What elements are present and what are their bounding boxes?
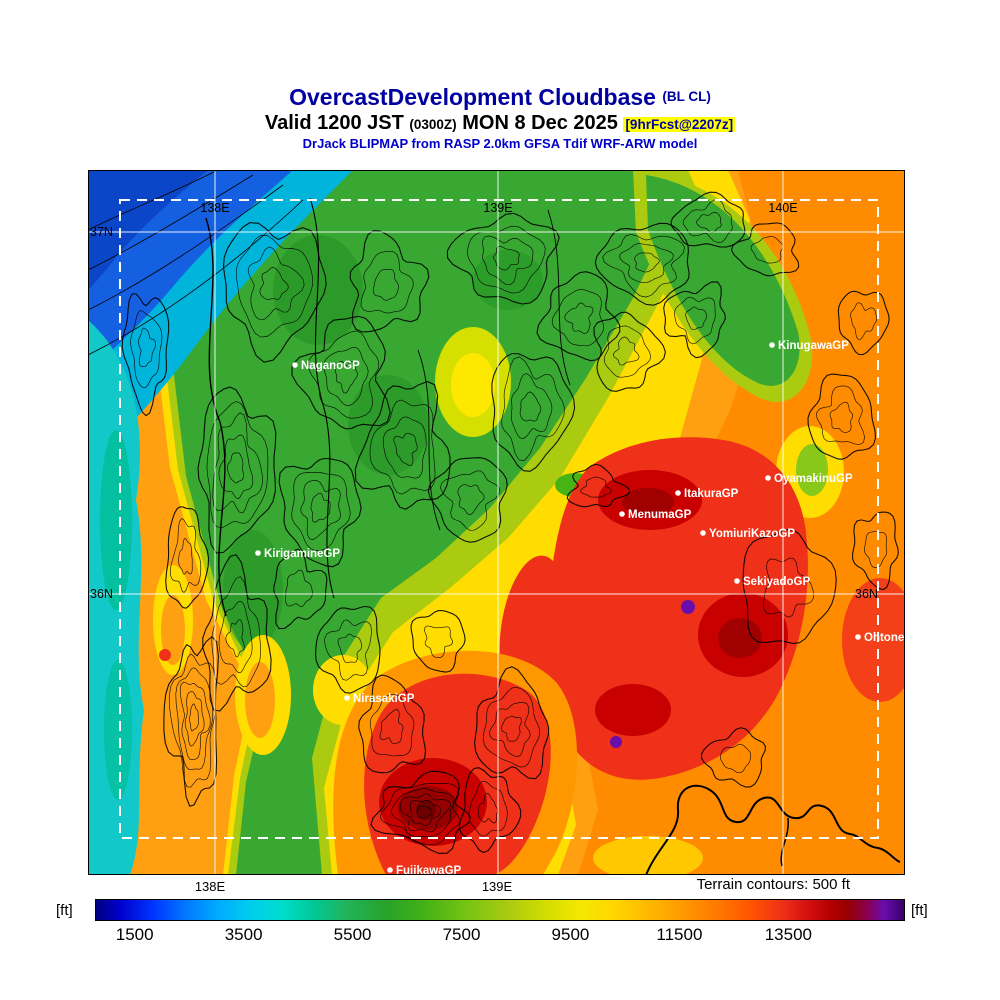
site-marker-dot [619,511,625,517]
site-label: NirasakiGP [353,693,415,705]
site-marker-dot [855,634,861,640]
unit-label-right: [ft] [911,902,928,919]
site-marker-dot [769,342,775,348]
forecast-tag: [9hrFcst@2207z] [623,117,736,133]
site-label: ItakuraGP [684,488,739,500]
colorbar-tick: 9500 [551,925,590,944]
lon-label: 138E [200,201,229,215]
site-marker-dot [675,490,681,496]
site-marker-dot [387,867,393,873]
lat-label: 37N [90,225,113,239]
site-marker-dot [255,550,261,556]
lat-label: 36N [90,587,113,601]
site-label: KinugawaGP [778,340,849,352]
site-label: KirigamineGP [264,548,340,560]
title-suffix: (BL CL) [662,89,711,104]
site-marker-dot [734,578,740,584]
site-label: NaganoGP [301,360,360,372]
valid-zulu: (0300Z) [409,117,457,133]
cloudbase-field [88,170,905,875]
colorbar-tick: 7500 [442,925,481,944]
colorbar-tick: 3500 [224,925,263,944]
site-label: OhtoneGP [864,632,905,644]
colorbar-gradient [96,900,904,920]
latlon-grid: 138E 139E 140E 37N 36N 36N [88,170,905,875]
site-label: MenumaGP [628,509,692,521]
site-label: YomiuriKazoGP [709,528,795,540]
forecast-map: 138E 139E 140E 37N 36N 36N NaganoGP KinugawaGP… [88,170,905,875]
model-info: DrJack BLIPMAP from RASP 2.0km GFSA Tdif… [302,136,698,152]
terrain-contours [88,170,899,854]
lat-label: 36N [855,587,878,601]
title-text: OvercastDevelopment Cloudbase [289,84,656,110]
map-border [88,170,905,875]
lon-label: 139E [483,201,512,215]
site-label: FujikawaGP [396,865,462,875]
site-label: OyamakinuGP [774,473,853,485]
colorbar-tick: 1500 [115,925,154,944]
unit-label-left: [ft] [56,902,73,919]
lon-label-bottom-139e: 139E [481,879,513,894]
colorbar-tick: 5500 [333,925,372,944]
lon-label: 140E [768,201,797,215]
site-markers: NaganoGP KinugawaGP OyamakinuGP ItakuraGP Me… [255,340,905,875]
map-svg: 138E 139E 140E 37N 36N 36N NaganoGP KinugawaGP… [88,170,905,875]
site-marker-dot [344,695,350,701]
colorbar [95,899,905,921]
site-label: SekiyadoGP [743,576,810,588]
terrain-contours-note: Terrain contours: 500 ft [696,876,850,893]
colorbar-tick: 13500 [764,925,812,944]
valid-date: MON 8 Dec 2025 [462,112,618,135]
site-marker-dot [765,475,771,481]
domain-box [119,199,879,839]
valid-prefix: Valid 1200 JST [264,112,404,135]
colorbar-ticks: 1500 3500 5500 7500 9500 11500 13500 [95,925,905,947]
header: OvercastDevelopment Cloudbase (BL CL) Va… [0,84,1000,152]
site-marker-dot [700,530,706,536]
valid-time-line: Valid 1200 JST (0300Z) MON 8 Dec 2025 [9… [0,112,1000,135]
lon-label-bottom-138e: 138E [194,879,226,894]
colorbar-tick: 11500 [656,925,703,944]
coastline [645,784,901,875]
page-title: OvercastDevelopment Cloudbase (BL CL) [0,84,1000,110]
site-marker-dot [292,362,298,368]
